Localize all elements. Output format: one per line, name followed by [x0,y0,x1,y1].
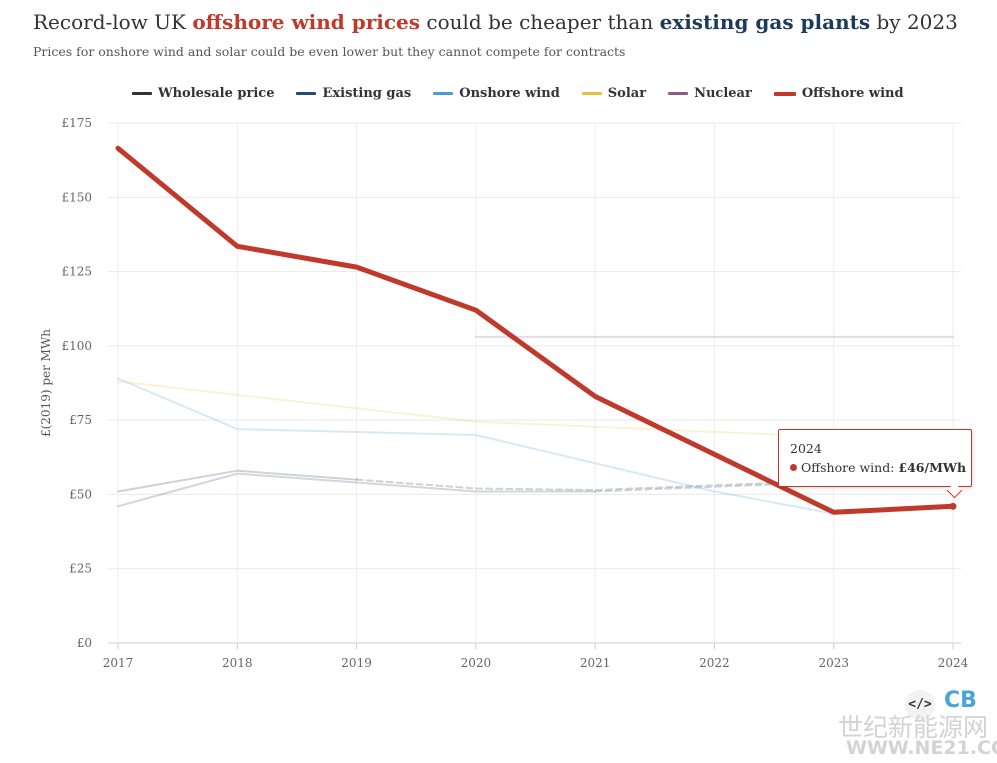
tooltip-series-label: Offshore wind: [801,460,899,475]
chart-subtitle: Prices for onshore wind and solar could … [33,44,626,59]
legend-item-onshore-wind[interactable]: Onshore wind [433,86,560,101]
legend-label: Nuclear [694,86,752,101]
x-tick-label: 2023 [818,656,849,670]
y-axis-label: £(2019) per MWh [39,329,53,437]
x-tick-label: 2017 [103,656,134,670]
legend-item-solar[interactable]: Solar [581,86,647,101]
x-tick-label: 2019 [341,656,372,670]
legend-label: Offshore wind [801,86,904,101]
legend-item-nuclear[interactable]: Nuclear [668,86,752,101]
title-pre: Record-low UK [33,10,193,34]
watermark-text: 世纪新能源网 [838,713,989,742]
tooltip-value: £46/MWh [898,460,967,475]
series-line-wholesale-price-projected [355,478,787,491]
x-tick-label: 2022 [699,656,730,670]
y-tick-label: £75 [69,413,92,427]
title-highlight-offshore: offshore wind prices [192,10,421,34]
title-mid: could be cheaper than [420,10,660,34]
x-tick-label: 2018 [222,656,253,670]
chart-tooltip: 2024 Offshore wind: £46/MWh [778,429,972,499]
legend-item-offshore-wind[interactable]: Offshore wind [773,86,904,101]
series-line-onshore-wind [117,377,835,515]
y-tick-label: £125 [61,265,92,279]
series-line-offshore-wind [115,145,956,515]
carbon-brief-logo[interactable]: CB [944,688,977,713]
series-line-solar [117,380,787,436]
chart-legend: Wholesale price Existing gas Onshore wind S… [132,86,904,101]
legend-label: Wholesale price [158,86,275,101]
x-tick-label: 2021 [580,656,611,670]
title-highlight-gas: existing gas plants [659,10,871,34]
legend-label: Existing gas [322,86,412,101]
tooltip-row: Offshore wind: £46/MWh [790,460,966,475]
tooltip-series-dot-icon [790,464,797,471]
legend-swatch [433,92,454,95]
legend-label: Solar [607,86,647,101]
legend-swatch [668,92,689,95]
y-tick-label: £50 [69,487,92,501]
series-line-existing-gas-projected [594,483,787,493]
legend-swatch [296,92,317,95]
y-tick-label: £0 [77,636,92,650]
legend-item-existing-gas[interactable]: Existing gas [296,86,411,101]
title-post: by 2023 [870,10,958,34]
x-tick-label: 2020 [461,656,492,670]
embed-code-icon[interactable]: </> [905,690,935,720]
y-tick-label: £175 [61,116,92,130]
series-line-existing-gas [117,472,597,508]
y-tick-label: £100 [61,339,92,353]
legend-swatch [132,92,152,95]
chart-title: Record-low UK offshore wind prices could… [33,10,958,34]
watermark-url: WWW.NE21.COM [846,737,997,759]
y-tick-label: £25 [69,562,92,576]
series-line-wholesale-price [117,469,358,493]
legend-swatch [773,91,796,96]
legend-item-wholesale-price[interactable]: Wholesale price [132,86,274,101]
y-tick-label: £150 [61,190,92,204]
tooltip-year: 2024 [790,441,822,456]
series-point-offshore-wind [949,502,957,510]
legend-swatch [581,92,602,95]
x-tick-label: 2024 [938,656,969,670]
legend-label: Onshore wind [459,86,560,101]
